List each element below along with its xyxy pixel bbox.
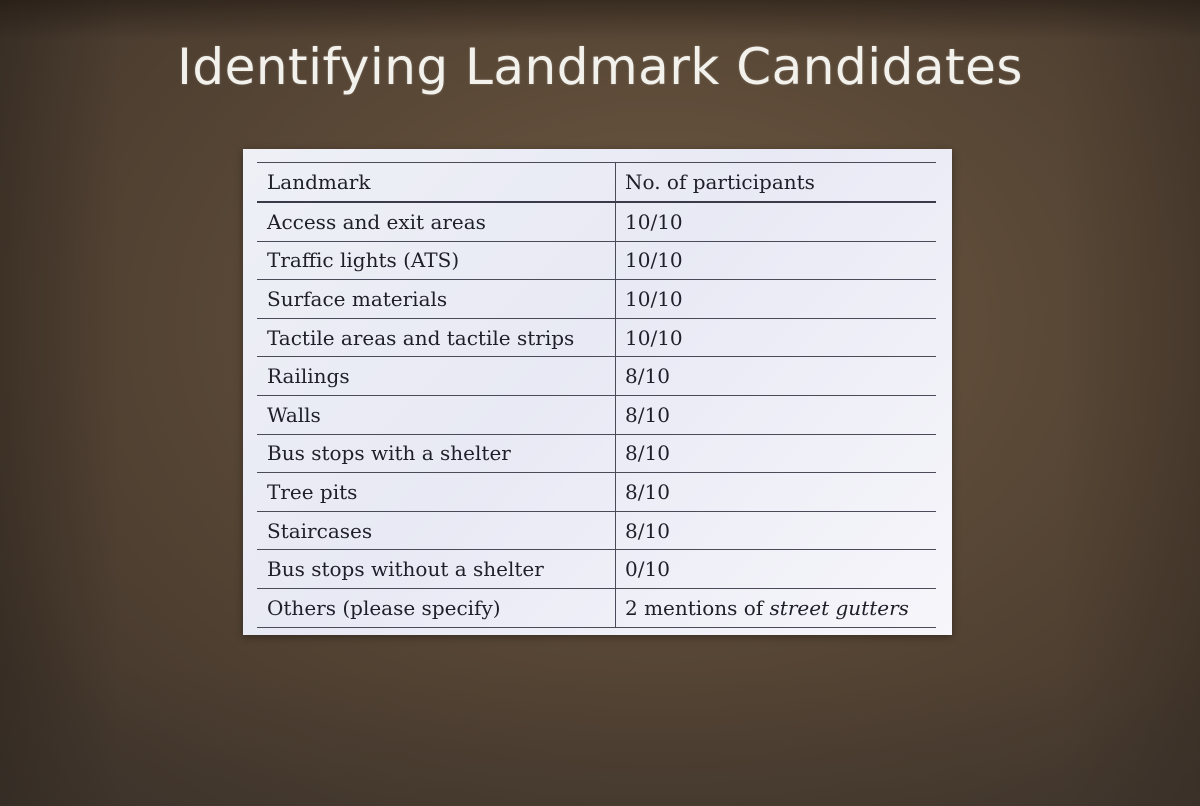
participants-note-italic: street gutters bbox=[769, 595, 909, 620]
landmark-cell: Traffic lights (ATS) bbox=[257, 241, 616, 281]
participants-cell: 0/10 bbox=[615, 549, 936, 589]
landmark-cell: Tree pits bbox=[257, 472, 616, 512]
participants-cell: 10/10 bbox=[615, 279, 936, 319]
table-row: Bus stops without a shelter 0/10 bbox=[257, 549, 936, 589]
table-row: Bus stops with a shelter 8/10 bbox=[257, 434, 936, 474]
header-participants: No. of participants bbox=[615, 162, 936, 203]
participants-cell: 8/10 bbox=[615, 472, 936, 512]
participants-cell: 10/10 bbox=[615, 241, 936, 281]
table-row: Staircases 8/10 bbox=[257, 511, 936, 551]
participants-cell: 8/10 bbox=[615, 434, 936, 474]
participants-cell: 8/10 bbox=[615, 356, 936, 396]
landmark-table-card: Landmark No. of participants Access and … bbox=[243, 149, 952, 635]
table-header-row: Landmark No. of participants bbox=[257, 162, 936, 203]
landmark-cell: Walls bbox=[257, 395, 616, 435]
landmark-cell: Tactile areas and tactile strips bbox=[257, 318, 616, 358]
table-row: Walls 8/10 bbox=[257, 395, 936, 435]
landmark-cell: Others (please specify) bbox=[257, 588, 616, 628]
landmark-cell: Staircases bbox=[257, 511, 616, 551]
table-row: Railings 8/10 bbox=[257, 356, 936, 396]
table-row: Others (please specify) 2 mentions of st… bbox=[257, 588, 936, 628]
participants-cell: 8/10 bbox=[615, 395, 936, 435]
landmark-table: Landmark No. of participants Access and … bbox=[257, 162, 936, 628]
table-row: Tree pits 8/10 bbox=[257, 472, 936, 512]
table-row: Access and exit areas 10/10 bbox=[257, 202, 936, 242]
landmark-cell: Bus stops without a shelter bbox=[257, 549, 616, 589]
header-landmark: Landmark bbox=[257, 162, 616, 203]
landmark-cell: Railings bbox=[257, 356, 616, 396]
landmark-cell: Bus stops with a shelter bbox=[257, 434, 616, 474]
landmark-cell: Access and exit areas bbox=[257, 202, 616, 242]
table-row: Tactile areas and tactile strips 10/10 bbox=[257, 318, 936, 358]
participants-cell: 10/10 bbox=[615, 318, 936, 358]
landmark-cell: Surface materials bbox=[257, 279, 616, 319]
participants-cell: 10/10 bbox=[615, 202, 936, 242]
participants-cell: 8/10 bbox=[615, 511, 936, 551]
participants-note-prefix: 2 mentions of bbox=[625, 595, 770, 620]
slide-title: Identifying Landmark Candidates bbox=[177, 38, 1023, 96]
table-row: Surface materials 10/10 bbox=[257, 279, 936, 319]
table-row: Traffic lights (ATS) 10/10 bbox=[257, 241, 936, 281]
participants-cell: 2 mentions of street gutters bbox=[615, 588, 936, 628]
